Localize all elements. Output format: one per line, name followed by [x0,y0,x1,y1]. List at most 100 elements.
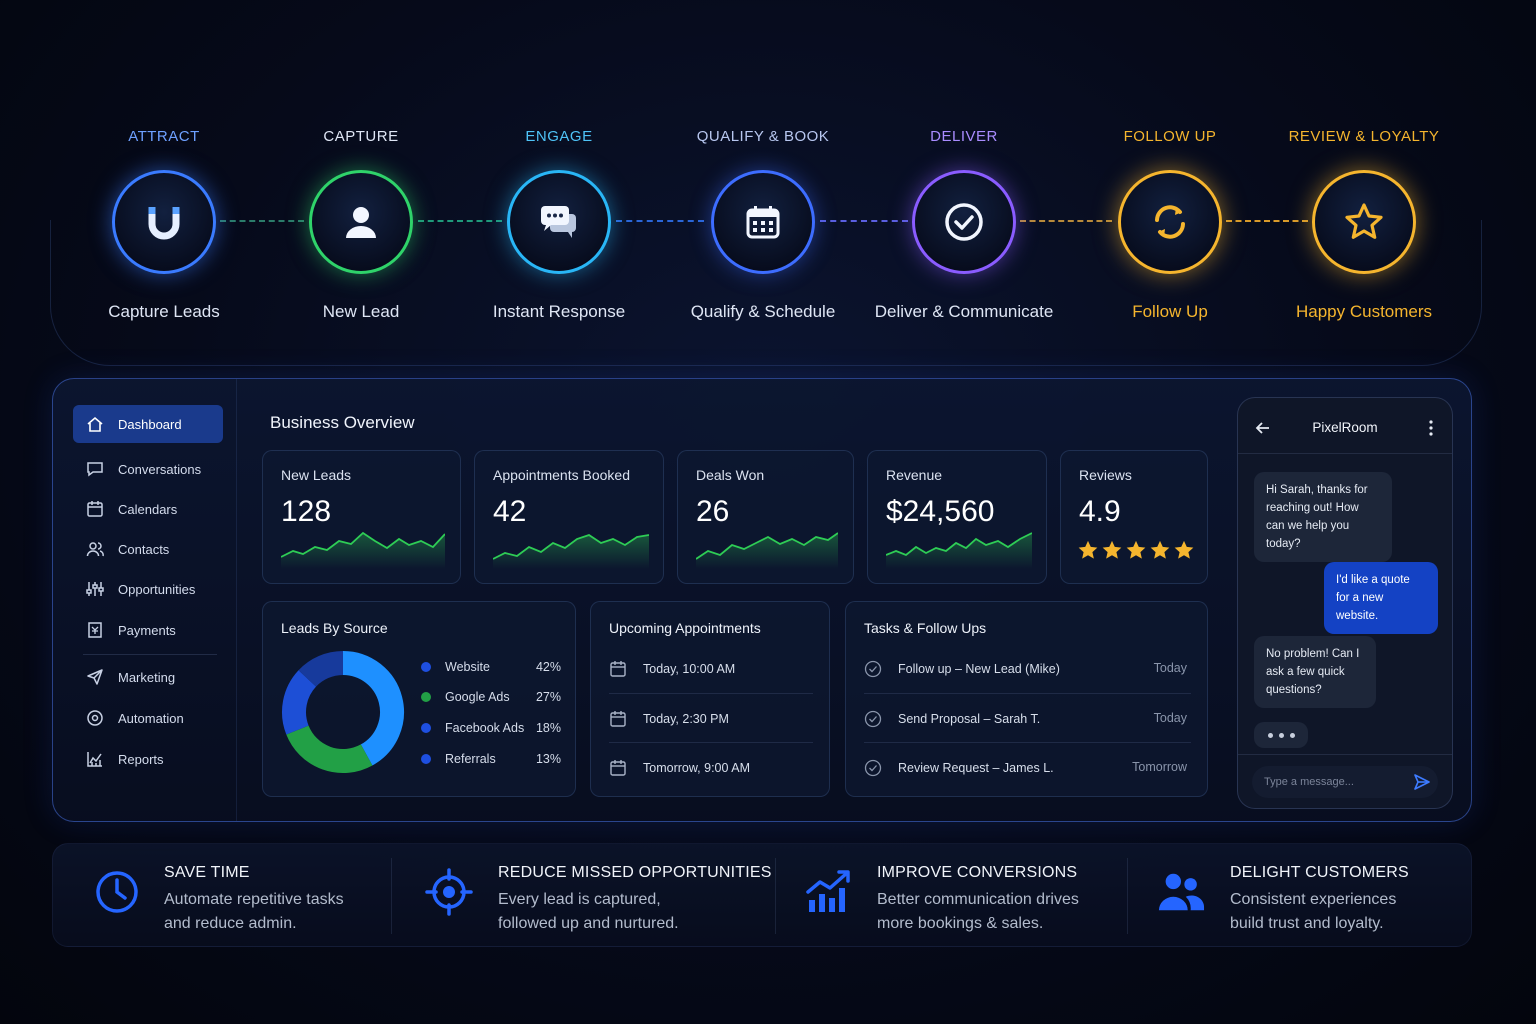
sidebar-item-label: Dashboard [118,416,182,432]
stage-engage[interactable]: ENGAGE Instant Response [459,128,659,322]
benefit-title: REDUCE MISSED OPPORTUNITIES [498,864,772,881]
stage-circle [1312,170,1416,274]
task-item[interactable]: Follow up – New Lead (Mike) [864,660,1060,678]
stage-label: Deliver & Communicate [874,302,1054,321]
message-input[interactable] [1252,766,1438,798]
sidebar-item-label: Marketing [118,669,176,685]
stat-card-appointments[interactable]: Appointments Booked 42 [474,450,664,584]
sidebar-item-marketing[interactable]: Marketing [73,658,223,696]
task-item[interactable]: Send Proposal – Sarah T. [864,710,1040,728]
benefit-desc: Better communication drives more booking… [877,891,1079,932]
message-icon [85,459,105,479]
stat-value: 128 [281,495,332,528]
stage-circle [711,170,815,274]
donut-slice-facebook-ads[interactable] [282,670,317,735]
divider [1127,858,1128,934]
send-icon[interactable] [1414,774,1430,790]
sparkline [886,532,1032,569]
sidebar-item-payments[interactable]: Payments [73,611,223,649]
calendar-icon [610,661,626,677]
back-arrow-icon[interactable] [1254,419,1272,437]
benefit-delight-customers: DELIGHT CUSTOMERS Consistent experiences… [1127,844,1473,948]
stage-follow-up[interactable]: FOLLOW UP Follow Up [1070,128,1270,322]
stage-review-loyalty[interactable]: REVIEW & LOYALTY Happy Customers [1264,128,1464,322]
connector [1020,220,1112,222]
legend-pct: 13% [535,752,561,766]
dashboard-window: Dashboard Conversations Calendars Contac… [52,378,1472,822]
sidebar-item-contacts[interactable]: Contacts [73,530,223,568]
stage-qualify-book[interactable]: QUALIFY & BOOK Qualify & Schedule [663,128,863,322]
benefit-desc: Every lead is captured, followed up and … [498,891,679,932]
stage-title: ENGAGE [525,128,593,145]
donut-slice-website[interactable] [342,651,404,766]
payments-icon [85,620,105,640]
stage-title: REVIEW & LOYALTY [1288,128,1440,145]
stat-card-revenue[interactable]: Revenue $24,560 [867,450,1047,584]
appointment-item[interactable]: Today, 2:30 PM [609,710,729,728]
check-circle-icon[interactable] [864,759,882,777]
legend-label: Facebook Ads [445,721,525,735]
magnet-icon [128,186,200,258]
divider [864,742,1191,743]
donut-slice-referrals[interactable] [298,651,344,688]
sidebar-item-label: Automation [118,710,184,726]
donut-slice-google-ads[interactable] [286,725,373,773]
send-icon [85,667,105,687]
appointment-item[interactable]: Tomorrow, 9:00 AM [609,759,750,777]
check-circle-icon[interactable] [864,710,882,728]
sidebar-item-opportunities[interactable]: Opportunities [73,570,223,608]
legend-row: Referrals 13% [421,752,561,766]
stage-label: New Lead [322,302,400,321]
star-icon [1150,540,1170,559]
stage-label: Happy Customers [1295,302,1433,321]
appointment-time: Tomorrow, 9:00 AM [643,761,750,775]
sidebar-item-dashboard[interactable]: Dashboard [73,405,223,443]
sidebar-item-automation[interactable]: Automation [73,699,223,737]
legend-pct: 42% [535,660,561,674]
sliders-icon [85,579,105,599]
stat-card-reviews[interactable]: Reviews 4.9 [1060,450,1208,584]
chat-message-incoming: No problem! Can I ask a few quick questi… [1254,636,1376,708]
stage-title: FOLLOW UP [1123,128,1217,145]
chat-message-incoming: Hi Sarah, thanks for reaching out! How c… [1254,472,1392,562]
target-icon [425,868,473,916]
appointment-time: Today, 2:30 PM [643,712,729,726]
stage-capture[interactable]: CAPTURE New Lead [261,128,461,322]
more-options-icon[interactable] [1428,419,1434,437]
stage-circle [112,170,216,274]
task-item[interactable]: Review Request – James L. [864,759,1054,777]
stat-card-deals-won[interactable]: Deals Won 26 [677,450,854,584]
sidebar-item-calendars[interactable]: Calendars [73,490,223,528]
sparkline [696,532,838,569]
legend-row: Facebook Ads 18% [421,721,561,735]
sidebar-item-reports[interactable]: Reports [73,740,223,778]
legend-pct: 27% [535,690,561,704]
rating-stars [1077,539,1195,561]
tasks-panel: Tasks & Follow Ups Follow up – New Lead … [845,601,1208,797]
sidebar-item-conversations[interactable]: Conversations [73,450,223,488]
appointment-item[interactable]: Today, 10:00 AM [609,660,735,678]
benefits-bar: SAVE TIME Automate repetitive tasks and … [52,843,1472,947]
stage-circle [309,170,413,274]
user-icon [325,186,397,258]
check-circle-icon[interactable] [864,660,882,678]
stage-attract[interactable]: ATTRACT Capture Leads [64,128,264,322]
stat-card-new-leads[interactable]: New Leads 128 [262,450,461,584]
appointments-panel: Upcoming Appointments Today, 10:00 AM To… [590,601,830,797]
legend-dot [421,754,431,764]
connector [616,220,704,222]
stat-label: Appointments Booked [493,467,630,483]
panel-title: Leads By Source [281,620,388,636]
benefit-title: DELIGHT CUSTOMERS [1230,864,1409,881]
stage-deliver[interactable]: DELIVER Deliver & Communicate [864,128,1064,322]
calendar-icon [85,499,105,519]
stage-label: Capture Leads [108,302,220,321]
divider [1238,754,1452,755]
calendar-icon [610,760,626,776]
stage-label: Qualify & Schedule [690,302,836,321]
divider [391,858,392,934]
automation-icon [85,708,105,728]
task-label: Review Request – James L. [898,761,1054,775]
star-icon [1078,540,1098,559]
chat-widget: PixelRoom Hi Sarah, thanks for reaching … [1237,397,1453,809]
